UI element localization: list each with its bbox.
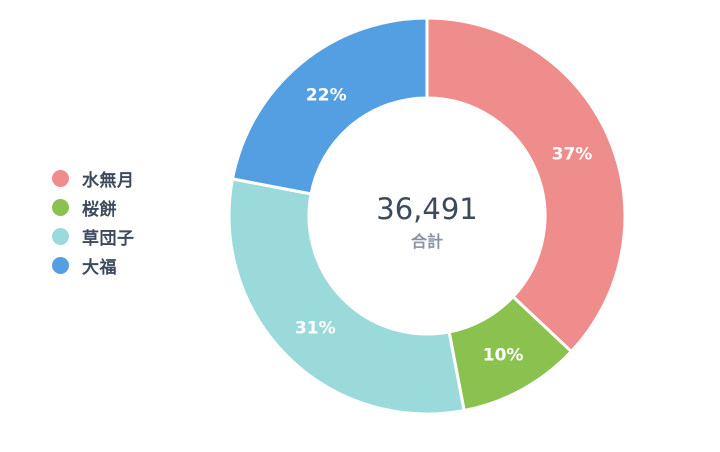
legend-label: 桜餅 — [82, 200, 117, 220]
legend: 水無月 桜餅 草団子 大福 — [52, 164, 135, 280]
center-total-value: 36,491 — [376, 192, 477, 226]
legend-item-sakuramochi[interactable]: 桜餅 — [52, 193, 135, 222]
slice-percent-label-1: 37% — [552, 144, 593, 164]
legend-swatch — [52, 257, 69, 274]
legend-swatch — [52, 170, 69, 187]
slice-percent-label-4: 22% — [306, 85, 347, 105]
donut-slice-1[interactable] — [425, 16, 627, 354]
legend-item-daifuku[interactable]: 大福 — [52, 251, 135, 280]
center-total-label: 合計 — [411, 232, 443, 251]
slice-labels: 37% 10% 31% 22% — [295, 85, 592, 365]
legend-label: 水無月 — [82, 171, 135, 191]
legend-swatch — [52, 199, 69, 216]
slice-percent-label-3: 31% — [295, 319, 336, 339]
legend-label: 草団子 — [82, 229, 135, 249]
legend-swatch — [52, 228, 69, 245]
legend-item-kusadango[interactable]: 草団子 — [52, 222, 135, 251]
donut-slice-3[interactable] — [227, 177, 466, 416]
slice-percent-label-2: 10% — [483, 345, 524, 365]
donut-slice-4[interactable] — [231, 16, 429, 196]
legend-item-minazuki[interactable]: 水無月 — [52, 164, 135, 193]
legend-label: 大福 — [82, 258, 117, 278]
donut-slices — [227, 16, 627, 416]
